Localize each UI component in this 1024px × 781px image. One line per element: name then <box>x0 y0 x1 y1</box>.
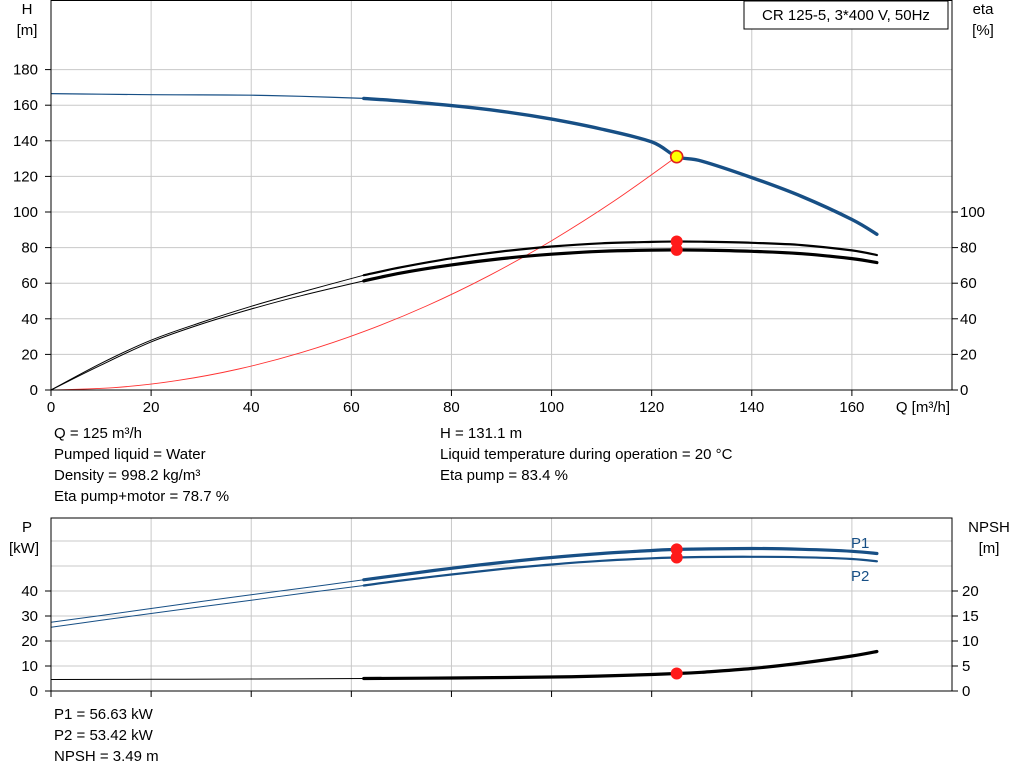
npsh-curve-thin <box>50 678 364 680</box>
x-tick-label: 20 <box>143 399 160 416</box>
power-chart-ticks: 0 10 20 30 40 0 5 10 15 20 <box>21 583 978 700</box>
head-chart-ticks: 0 20 40 60 80 100 120 140 160 0 20 40 60 80 100 120 140 1… <box>13 62 985 416</box>
y-tick-label-right: 20 <box>960 346 977 363</box>
y-tick-label-right: 20 <box>962 583 979 600</box>
power-duty-point <box>670 551 683 564</box>
p2-curve-thin <box>50 585 364 628</box>
p2-readout: P2 = 53.42 kW <box>54 727 153 744</box>
y-tick-label-right: 15 <box>962 608 979 625</box>
duty-info-left: Q = 125 m³/h Pumped liquid = Water Densi… <box>54 423 229 507</box>
y-tick-label-right: 5 <box>962 658 970 675</box>
x-tick-label: 100 <box>539 399 564 416</box>
power-chart-frame <box>50 517 953 692</box>
power-chart-grid <box>51 518 952 691</box>
x-tick-label: 0 <box>47 399 55 416</box>
p2-curve-thick <box>362 555 878 587</box>
y-tick-label-right: 80 <box>960 240 977 257</box>
y-tick-label-left: 180 <box>13 62 38 79</box>
y-tick-label-right: 0 <box>962 683 970 700</box>
head-curve-thin <box>50 93 364 99</box>
x-tick-label: 40 <box>243 399 260 416</box>
head-chart-frame <box>50 0 953 391</box>
plot-border <box>50 517 953 692</box>
power-chart-markers <box>670 543 683 680</box>
y-tick-label-left: 0 <box>30 382 38 399</box>
power-axis-label: P <box>22 519 32 536</box>
chart-title: CR 125-5, 3*400 V, 50Hz <box>762 7 930 24</box>
head-axis-unit: [m] <box>17 22 38 39</box>
power-info: P1 = 56.63 kW P2 = 53.42 kW NPSH = 3.49 … <box>54 704 159 767</box>
system-curve <box>50 156 677 391</box>
plot-border <box>50 0 953 391</box>
y-tick-label-left: 140 <box>13 133 38 150</box>
x-tick-label: 140 <box>739 399 764 416</box>
eta-pump-curve-thin <box>50 274 364 391</box>
npsh-axis-label: NPSH <box>968 519 1010 536</box>
power-chart-curves <box>50 546 879 681</box>
temperature-readout: Liquid temperature during operation = 20… <box>440 446 733 463</box>
head-readout: H = 131.1 m <box>440 425 523 442</box>
density-readout: Density = 998.2 kg/m³ <box>54 467 201 484</box>
p2-curve-label: P2 <box>851 568 869 585</box>
head-chart-grid <box>51 0 952 390</box>
head-chart-markers <box>669 149 684 256</box>
p1-curve-thin <box>50 579 364 623</box>
y-tick-label-right: 100 <box>960 204 985 221</box>
head-chart-curves <box>50 93 879 391</box>
head-curve-thick <box>362 96 879 236</box>
npsh-readout: NPSH = 3.49 m <box>54 748 159 765</box>
eta-pump-curve-thick <box>362 240 878 277</box>
x-tick-label: 80 <box>443 399 460 416</box>
y-tick-label-left: 40 <box>21 583 38 600</box>
y-tick-label-right: 10 <box>962 633 979 650</box>
duty-info-right: H = 131.1 m Liquid temperature during op… <box>440 423 732 486</box>
pumped-liquid-readout: Pumped liquid = Water <box>54 446 206 463</box>
eta-pump-readout: Eta pump = 83.4 % <box>440 467 568 484</box>
eta-total-curve-thick <box>362 248 879 283</box>
y-tick-label-left: 10 <box>21 658 38 675</box>
power-npsh-chart: 0 10 20 30 40 0 5 10 15 20 P [kW] NPSH [m] P1 P2 <box>9 517 1010 700</box>
y-tick-label-left: 160 <box>13 97 38 114</box>
head-efficiency-chart: 0 20 40 60 80 100 120 140 160 0 20 40 60 80 100 120 140 1… <box>13 0 994 416</box>
power-axis-unit: [kW] <box>9 540 39 557</box>
y-tick-label-left: 0 <box>30 683 38 700</box>
eta-axis-label: eta <box>973 1 995 18</box>
y-tick-label-left: 120 <box>13 168 38 185</box>
p1-readout: P1 = 56.63 kW <box>54 706 153 723</box>
y-tick-label-left: 20 <box>21 633 38 650</box>
npsh-curve-thick <box>362 649 879 681</box>
y-tick-label-left: 30 <box>21 608 38 625</box>
y-tick-label-left: 40 <box>21 311 38 328</box>
p1-curve-thick <box>362 546 879 582</box>
x-tick-label: 120 <box>639 399 664 416</box>
eta-total-readout: Eta pump+motor = 78.7 % <box>54 488 230 505</box>
y-tick-label-right: 40 <box>960 311 977 328</box>
y-tick-label-left: 20 <box>21 346 38 363</box>
y-tick-label-left: 100 <box>13 204 38 221</box>
eta-total-curve-thin <box>50 280 364 391</box>
x-tick-label: 60 <box>343 399 360 416</box>
title-box <box>743 0 949 30</box>
eta-axis-unit: [%] <box>972 22 994 39</box>
flow-readout: Q = 125 m³/h <box>54 425 142 442</box>
p1-curve-label: P1 <box>851 535 869 552</box>
x-tick-label: 160 <box>839 399 864 416</box>
y-tick-label-right: 60 <box>960 275 977 292</box>
eta-duty-point <box>670 243 683 256</box>
y-tick-label-right: 0 <box>960 382 968 399</box>
operating-point <box>669 149 684 164</box>
y-tick-label-left: 60 <box>21 275 38 292</box>
npsh-duty-point <box>670 667 683 680</box>
head-axis-label: H <box>22 1 33 18</box>
flow-axis-label: Q [m³/h] <box>896 399 950 416</box>
y-tick-label-left: 80 <box>21 240 38 257</box>
npsh-axis-unit: [m] <box>979 540 1000 557</box>
